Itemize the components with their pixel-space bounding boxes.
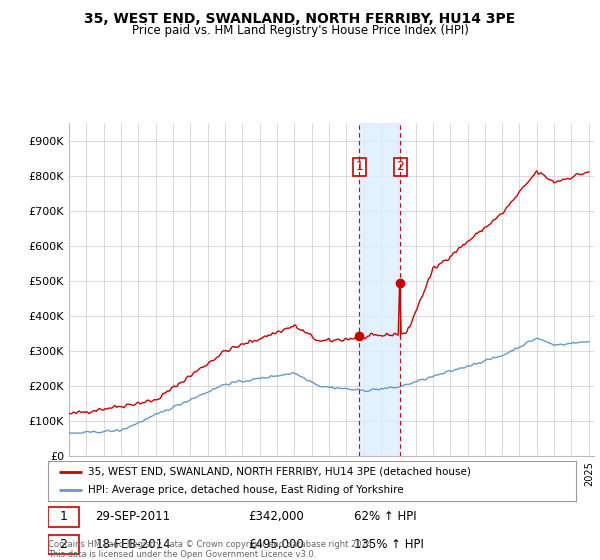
Text: 135% ↑ HPI: 135% ↑ HPI bbox=[354, 538, 424, 551]
FancyBboxPatch shape bbox=[48, 535, 79, 554]
Text: 29-SEP-2011: 29-SEP-2011 bbox=[95, 510, 170, 523]
Text: 2: 2 bbox=[59, 538, 67, 551]
Text: 2: 2 bbox=[397, 160, 404, 173]
Text: £495,000: £495,000 bbox=[248, 538, 304, 551]
Text: 62% ↑ HPI: 62% ↑ HPI bbox=[354, 510, 417, 523]
Text: 18-FEB-2014: 18-FEB-2014 bbox=[95, 538, 171, 551]
Text: £342,000: £342,000 bbox=[248, 510, 304, 523]
Text: 35, WEST END, SWANLAND, NORTH FERRIBY, HU14 3PE: 35, WEST END, SWANLAND, NORTH FERRIBY, H… bbox=[85, 12, 515, 26]
Text: 35, WEST END, SWANLAND, NORTH FERRIBY, HU14 3PE (detached house): 35, WEST END, SWANLAND, NORTH FERRIBY, H… bbox=[88, 467, 470, 477]
Text: HPI: Average price, detached house, East Riding of Yorkshire: HPI: Average price, detached house, East… bbox=[88, 486, 403, 495]
Text: Contains HM Land Registry data © Crown copyright and database right 2024.
This d: Contains HM Land Registry data © Crown c… bbox=[48, 540, 374, 559]
Bar bbox=[359, 123, 400, 456]
Text: 1: 1 bbox=[59, 510, 67, 523]
Text: 1: 1 bbox=[355, 160, 363, 173]
Text: Price paid vs. HM Land Registry's House Price Index (HPI): Price paid vs. HM Land Registry's House … bbox=[131, 24, 469, 36]
FancyBboxPatch shape bbox=[48, 507, 79, 526]
